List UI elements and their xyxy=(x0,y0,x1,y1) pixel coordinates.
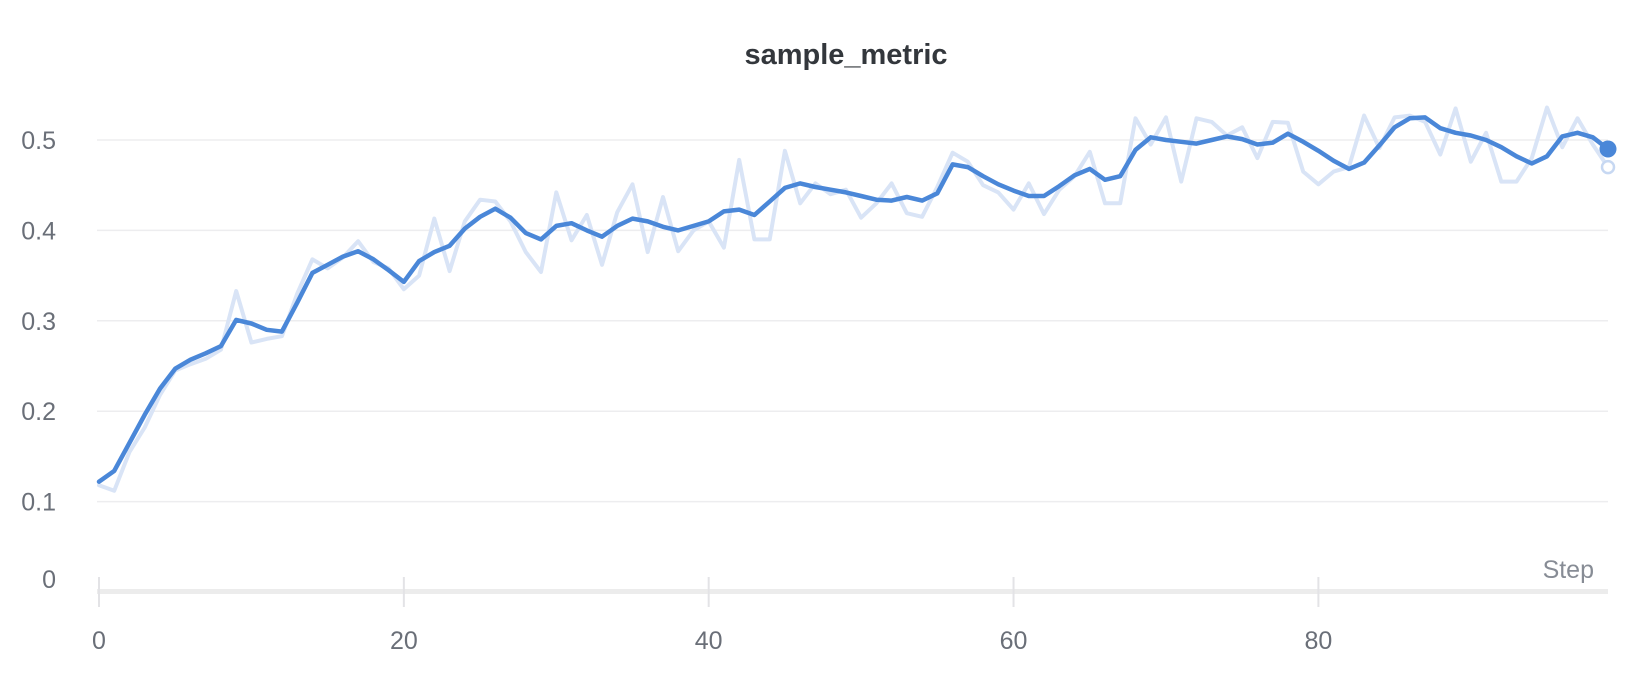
raw-series-line[interactable] xyxy=(97,105,1610,493)
y-tick-label: 0 xyxy=(42,566,56,594)
raw-end-ring xyxy=(1600,159,1616,175)
x-tick-label: 0 xyxy=(92,627,106,655)
y-tick-label: 0.5 xyxy=(21,127,56,155)
y-tick-label: 0.4 xyxy=(21,217,56,245)
chart-title: sample_metric xyxy=(744,39,947,71)
y-tick-label: 0.1 xyxy=(21,489,56,517)
x-tick-label: 80 xyxy=(1304,627,1332,655)
x-axis-label: Step xyxy=(1543,556,1594,584)
series-layer xyxy=(96,105,1617,493)
y-tick-label: 0.2 xyxy=(21,398,56,426)
x-tick-label: 60 xyxy=(1000,627,1028,655)
x-tick-label: 40 xyxy=(695,627,723,655)
smoothed-series-line[interactable] xyxy=(96,115,1611,484)
grid-layer xyxy=(97,139,1608,503)
x-tick-label: 20 xyxy=(390,627,418,655)
tick-label-layer: 0 0.1 0.2 0.3 0.4 0.5 0 20 40 60 80 xyxy=(21,127,1332,655)
series-end-dot xyxy=(1599,140,1617,158)
x-axis xyxy=(97,577,1608,607)
x-axis-line xyxy=(97,589,1608,594)
y-tick-label: 0.3 xyxy=(21,308,56,336)
